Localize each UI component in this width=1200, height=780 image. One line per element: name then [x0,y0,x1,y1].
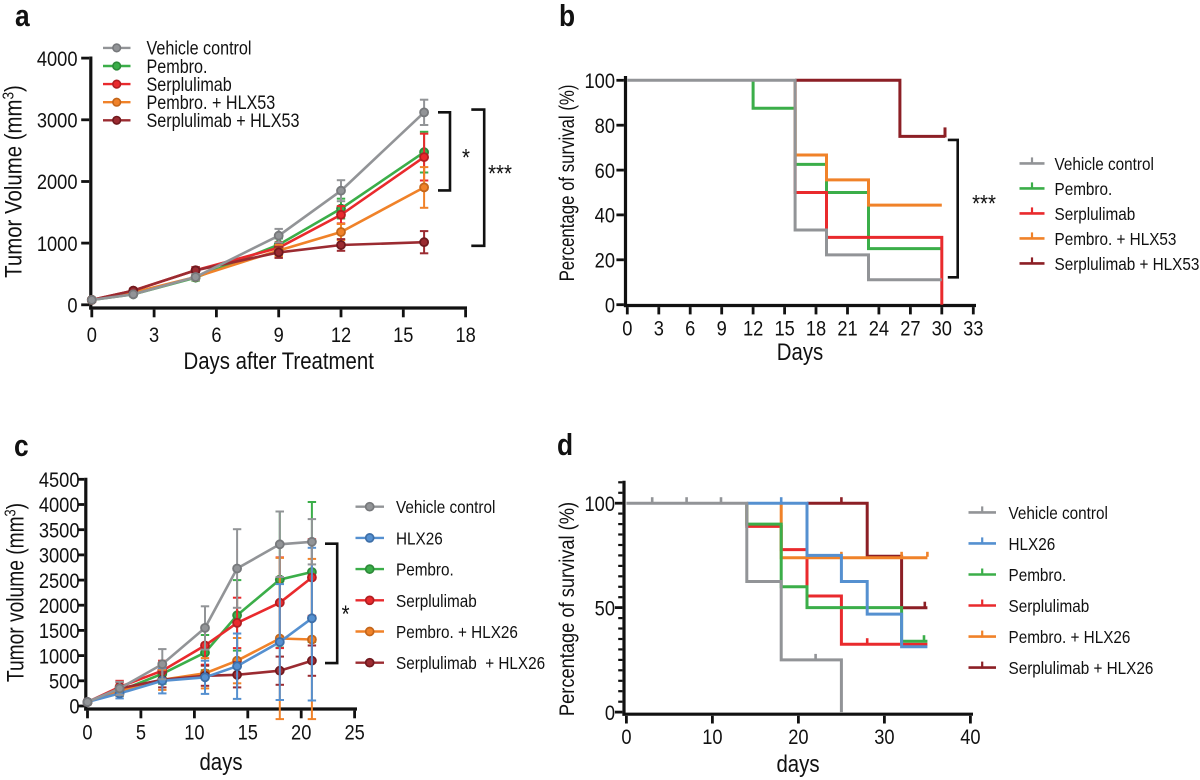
svg-text:Pembro. + HLX53: Pembro. + HLX53 [1055,229,1177,249]
svg-text:Vehicle control: Vehicle control [396,497,495,517]
svg-text:Serplulimab: Serplulimab [1009,596,1090,616]
svg-text:21: 21 [837,317,857,341]
svg-text:20: 20 [595,249,615,273]
svg-text:Pembro. + HLX53: Pembro. + HLX53 [147,92,276,114]
svg-text:18: 18 [455,324,475,348]
svg-text:0: 0 [82,721,92,745]
svg-text:0: 0 [605,294,615,318]
svg-text:80: 80 [595,115,615,139]
svg-text:0: 0 [67,294,77,318]
svg-text:100: 100 [585,70,615,94]
svg-text:15: 15 [238,721,258,745]
svg-text:12: 12 [331,324,351,348]
svg-text:3000: 3000 [39,544,80,568]
svg-text:*: * [462,144,470,171]
svg-text:0: 0 [605,701,615,725]
svg-text:15: 15 [774,317,794,341]
svg-text:b: b [559,0,575,34]
svg-text:Days: Days [777,338,823,365]
svg-text:10: 10 [702,726,722,750]
svg-text:Serplulimab: Serplulimab [1055,204,1136,224]
svg-text:20: 20 [291,721,311,745]
svg-text:Tumor volume (mm3): Tumor volume (mm3) [1,503,29,682]
svg-text:12: 12 [743,317,763,341]
svg-text:50: 50 [595,597,615,621]
svg-text:9: 9 [274,324,284,348]
svg-text:25: 25 [344,721,364,745]
svg-text:***: *** [488,160,512,187]
svg-text:Serplulimab + HLX53: Serplulimab + HLX53 [1055,254,1200,274]
svg-text:c: c [14,429,29,463]
svg-text:33: 33 [963,317,983,341]
svg-text:6: 6 [211,324,221,348]
svg-text:40: 40 [960,726,980,750]
svg-text:days: days [199,748,242,775]
svg-text:0: 0 [69,695,79,719]
svg-text:Serplulimab + HLX26: Serplulimab + HLX26 [396,653,545,673]
svg-text:3500: 3500 [39,519,80,543]
svg-text:days: days [776,750,819,777]
svg-text:Serplulimab + HLX26: Serplulimab + HLX26 [1009,658,1154,678]
svg-text:100: 100 [585,493,615,517]
svg-text:9: 9 [717,317,727,341]
svg-text:d: d [557,428,573,462]
svg-text:27: 27 [900,317,920,341]
svg-text:0: 0 [87,324,97,348]
svg-text:Pembro.: Pembro. [396,559,454,579]
svg-text:Tumor Volume (mm3): Tumor Volume (mm3) [0,85,27,278]
svg-text:0: 0 [622,317,632,341]
svg-text:Pembro.: Pembro. [147,56,208,78]
svg-text:10: 10 [184,721,204,745]
svg-text:24: 24 [869,317,889,341]
svg-text:Pembro. + HLX26: Pembro. + HLX26 [1009,627,1131,647]
svg-text:30: 30 [874,726,894,750]
svg-text:6: 6 [685,317,695,341]
svg-text:*: * [342,600,350,627]
svg-text:2500: 2500 [39,569,80,593]
svg-text:4000: 4000 [37,47,78,71]
svg-text:Pembro.: Pembro. [1009,565,1067,585]
svg-text:Serplulimab: Serplulimab [147,74,232,96]
svg-text:0: 0 [621,726,631,750]
svg-text:Serplulimab: Serplulimab [396,591,477,611]
svg-text:a: a [15,0,31,34]
svg-text:Serplulimab + HLX53: Serplulimab + HLX53 [147,110,300,132]
svg-text:2000: 2000 [37,171,78,195]
svg-text:1000: 1000 [37,232,78,256]
svg-text:40: 40 [595,204,615,228]
svg-text:Percentage of survival (%): Percentage of survival (%) [556,502,580,716]
svg-text:3: 3 [654,317,664,341]
svg-text:HLX26: HLX26 [396,528,443,548]
svg-text:Percentage of survival (%): Percentage of survival (%) [556,85,579,282]
svg-text:3000: 3000 [37,109,78,133]
svg-text:***: *** [972,190,996,217]
svg-text:Days after Treatment: Days after Treatment [183,347,374,374]
svg-text:Pembro.: Pembro. [1055,179,1113,199]
svg-text:1000: 1000 [39,645,80,669]
svg-text:Vehicle control: Vehicle control [1009,503,1108,523]
svg-text:5: 5 [136,721,146,745]
svg-text:500: 500 [49,670,79,694]
svg-text:20: 20 [788,726,808,750]
svg-text:4500: 4500 [39,469,80,493]
svg-text:3: 3 [149,324,159,348]
svg-text:15: 15 [393,324,413,348]
svg-text:4000: 4000 [39,494,80,518]
svg-text:Vehicle control: Vehicle control [1055,154,1154,174]
svg-text:18: 18 [806,317,826,341]
svg-text:HLX26: HLX26 [1009,534,1056,554]
svg-text:60: 60 [595,159,615,183]
svg-text:Vehicle control: Vehicle control [147,37,252,59]
svg-text:Pembro. + HLX26: Pembro. + HLX26 [396,622,518,642]
svg-text:2000: 2000 [39,595,80,619]
svg-text:1500: 1500 [39,620,80,644]
svg-text:30: 30 [932,317,952,341]
